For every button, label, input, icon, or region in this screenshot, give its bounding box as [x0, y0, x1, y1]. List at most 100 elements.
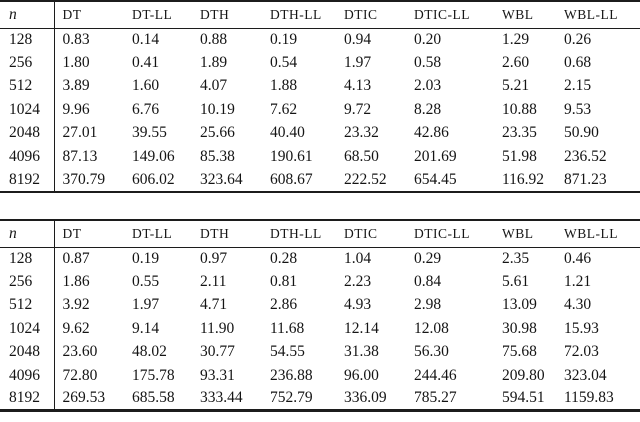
- table-row: 128 0.87 0.19 0.97 0.28 1.04 0.29 2.35 0.46: [0, 247, 640, 271]
- data-cell: 0.19: [270, 30, 298, 48]
- data-cell: 1.97: [132, 296, 160, 314]
- data-cell: 72.03: [564, 343, 599, 361]
- data-cell: 23.35: [502, 124, 537, 142]
- col-header-wbl: WBL: [494, 1, 556, 29]
- data-cell: 190.61: [270, 147, 313, 165]
- data-cell: 752.79: [270, 389, 313, 407]
- data-cell: 654.45: [414, 170, 457, 188]
- data-cell: 0.68: [564, 54, 592, 72]
- col-header-n: n: [0, 220, 55, 248]
- data-cell: 2.86: [270, 296, 298, 314]
- data-cell: 5.61: [502, 273, 530, 291]
- data-cell: 236.88: [270, 366, 313, 384]
- data-cell: 1.21: [564, 273, 592, 291]
- data-cell: 0.29: [414, 249, 442, 267]
- data-cell: 25.66: [200, 124, 235, 142]
- data-cell: 0.28: [270, 249, 298, 267]
- data-cell: 1.80: [62, 54, 90, 72]
- data-cell: 30.77: [200, 343, 235, 361]
- data-cell: 1.60: [132, 77, 160, 95]
- table-row: 8192 269.53 685.58 333.44 752.79 336.09 785.27…: [0, 387, 640, 411]
- data-cell: 10.88: [502, 100, 537, 118]
- table-row: 1024 9.96 6.76 10.19 7.62 9.72 8.28 10.88 9.53: [0, 98, 640, 122]
- table-row: 512 3.89 1.60 4.07 1.88 4.13 2.03 5.21 2.15: [0, 74, 640, 99]
- data-cell: 785.27: [414, 389, 457, 407]
- data-cell: 333.44: [200, 389, 243, 407]
- data-cell: 209.80: [502, 366, 545, 384]
- data-cell: 75.68: [502, 343, 537, 361]
- data-cell: 23.60: [62, 343, 98, 361]
- row-label-n: 8192: [0, 387, 55, 411]
- data-cell: 3.89: [62, 77, 90, 95]
- col-header-dtic-ll: DTIC-LL: [406, 1, 494, 29]
- row-label-n: 2048: [0, 340, 55, 364]
- col-header-wbl: WBL: [494, 220, 556, 248]
- col-header-dth: DTH: [192, 1, 262, 29]
- col-header-dt-ll: DT-LL: [124, 220, 192, 248]
- data-cell: 96.00: [344, 366, 379, 384]
- data-cell: 0.55: [132, 273, 160, 291]
- data-cell: 9.14: [132, 319, 160, 337]
- data-cell: 201.69: [414, 147, 457, 165]
- row-label-n: 4096: [0, 363, 55, 388]
- data-cell: 12.08: [414, 319, 449, 337]
- data-cell: 222.52: [344, 170, 387, 188]
- data-cell: 68.50: [344, 147, 379, 165]
- col-header-dt-ll: DT-LL: [124, 1, 192, 29]
- data-cell: 6.76: [132, 100, 160, 118]
- data-cell: 2.60: [502, 54, 530, 72]
- table-row: 128 0.83 0.14 0.88 0.19 0.94 0.20 1.29 0.26: [0, 28, 640, 52]
- data-cell: 116.92: [502, 170, 545, 188]
- row-label-n: 4096: [0, 144, 55, 169]
- data-cell: 323.64: [200, 170, 243, 188]
- col-header-wbl-ll: WBL-LL: [556, 1, 640, 29]
- data-cell: 15.93: [564, 319, 599, 337]
- data-cell: 606.02: [132, 170, 175, 188]
- data-cell: 27.01: [62, 124, 98, 142]
- data-cell: 1.88: [270, 77, 298, 95]
- data-cell: 4.93: [344, 296, 372, 314]
- data-cell: 0.58: [414, 54, 442, 72]
- table-row: 2048 23.60 48.02 30.77 54.55 31.38 56.30 75.68 7…: [0, 340, 640, 364]
- col-header-dtic: DTIC: [336, 1, 406, 29]
- data-cell: 2.11: [200, 273, 227, 291]
- data-cell: 13.09: [502, 296, 537, 314]
- data-cell: 11.90: [200, 319, 235, 337]
- data-cell: 0.20: [414, 30, 442, 48]
- runtime-table-top: n DT DT-LL DTH DTH-LL DTIC DTIC-LL WBL WBL-LL 128…: [0, 0, 640, 193]
- data-cell: 1.89: [200, 54, 228, 72]
- data-cell: 2.98: [414, 296, 442, 314]
- table-row: 8192 370.79 606.02 323.64 608.67 222.52 654.45…: [0, 168, 640, 192]
- data-cell: 4.13: [344, 77, 372, 95]
- table-row: 1024 9.62 9.14 11.90 11.68 12.14 12.08 30.98 15.…: [0, 317, 640, 341]
- data-cell: 9.96: [62, 100, 90, 118]
- data-cell: 2.23: [344, 273, 372, 291]
- data-cell: 0.84: [414, 273, 442, 291]
- data-cell: 1.97: [344, 54, 372, 72]
- data-cell: 685.58: [132, 389, 175, 407]
- data-cell: 370.79: [62, 170, 106, 188]
- col-header-n: n: [0, 1, 55, 29]
- col-header-dth-ll: DTH-LL: [262, 1, 336, 29]
- data-cell: 2.15: [564, 77, 592, 95]
- data-cell: 0.14: [132, 30, 160, 48]
- data-cell: 4.07: [200, 77, 228, 95]
- data-cell: 0.81: [270, 273, 298, 291]
- col-header-dtic-ll: DTIC-LL: [406, 220, 494, 248]
- row-label-n: 2048: [0, 121, 55, 145]
- row-label-n: 8192: [0, 168, 55, 192]
- data-cell: 23.32: [344, 124, 379, 142]
- data-cell: 2.35: [502, 249, 530, 267]
- data-cell: 11.68: [270, 319, 305, 337]
- row-label-n: 1024: [0, 98, 55, 122]
- data-cell: 40.40: [270, 124, 305, 142]
- data-cell: 10.19: [200, 100, 235, 118]
- row-label-n: 256: [0, 270, 55, 294]
- data-cell: 8.28: [414, 100, 442, 118]
- data-cell: 39.55: [132, 124, 167, 142]
- data-cell: 7.62: [270, 100, 298, 118]
- row-label-n: 128: [0, 247, 55, 271]
- table-row: 256 1.86 0.55 2.11 0.81 2.23 0.84 5.61 1.21: [0, 270, 640, 294]
- data-cell: 87.13: [62, 147, 98, 165]
- data-cell: 12.14: [344, 319, 379, 337]
